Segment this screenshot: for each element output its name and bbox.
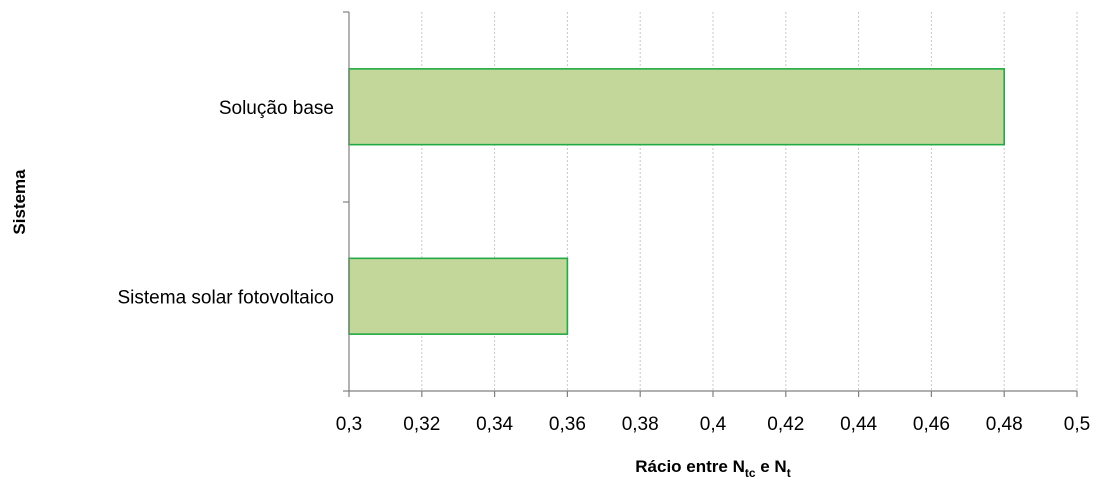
x-tick-label: 0,46 [913, 414, 950, 435]
x-tick-label: 0,44 [840, 414, 877, 435]
x-tick-label: 0,36 [549, 414, 586, 435]
grid-lines [421, 12, 1078, 391]
category-labels: Solução base Sistema solar fotovoltaico [118, 98, 335, 309]
category-label: Sistema solar fotovoltaico [118, 287, 335, 308]
x-axis-title: Rácio entre Ntc e Nt [635, 457, 790, 480]
x-tick-labels: 0,3 0,32 0,34 0,36 0,38 0,4 0,42 0,44 0,46 0,48 0,… [336, 391, 1090, 435]
x-tick-label: 0,42 [767, 414, 804, 435]
bar [348, 257, 569, 335]
bars [348, 68, 1006, 335]
y-axis-title: Sistema [10, 169, 29, 235]
x-tick-label: 0,38 [622, 414, 659, 435]
bar [348, 68, 1006, 146]
x-tick-label: 0,5 [1064, 414, 1090, 435]
x-tick-label: 0,34 [476, 414, 513, 435]
x-tick-label: 0,48 [986, 414, 1023, 435]
x-tick-label: 0,4 [700, 414, 727, 435]
category-label: Solução base [219, 98, 334, 119]
x-tick-label: 0,3 [336, 414, 362, 435]
x-tick-label: 0,32 [403, 414, 440, 435]
